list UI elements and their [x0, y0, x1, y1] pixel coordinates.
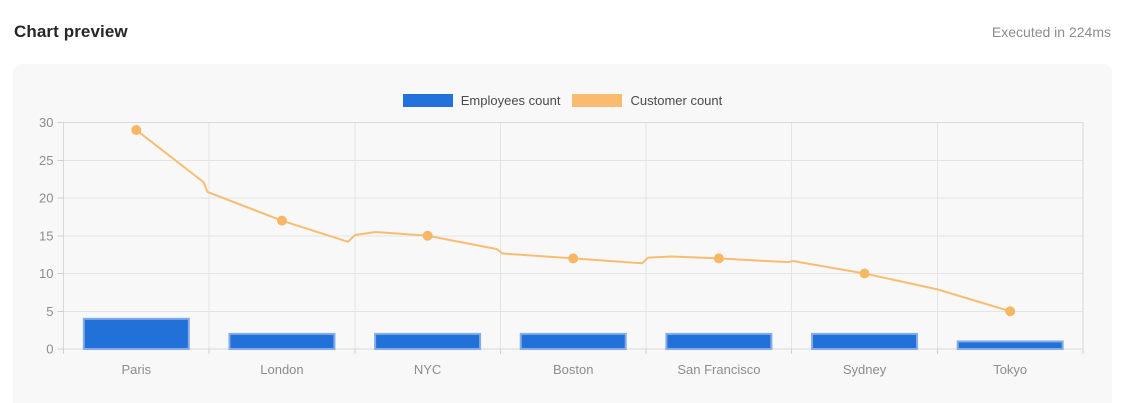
legend-item-customer-count[interactable]: Customer count [572, 93, 722, 108]
header: Chart preview Executed in 224ms [0, 0, 1125, 64]
bar-tokyo[interactable] [956, 340, 1064, 350]
legend-swatch-employees-icon [402, 94, 453, 107]
x-axis-label-tokyo: Tokyo [993, 362, 1027, 377]
x-axis-label-sydney: Sydney [843, 362, 887, 377]
bar-sydney[interactable] [811, 332, 919, 350]
chart-canvas: 0 5 10 15 20 25 30 Paris London NYC Boston San Fran… [39, 115, 1084, 377]
x-axis-label-paris: Paris [122, 362, 152, 377]
point-san-francisco[interactable] [713, 253, 724, 264]
y-axis-label: 20 [39, 191, 53, 206]
chart-preview-panel: Employees count Customer count 0 5 10 15 20 2… [13, 64, 1112, 403]
y-axis-label: 15 [39, 228, 53, 243]
y-axis-label: 30 [39, 115, 53, 130]
x-axis-label-san-francisco: San Francisco [677, 362, 760, 377]
bar-london[interactable] [228, 332, 336, 350]
bar-san-francisco[interactable] [665, 332, 773, 350]
point-boston[interactable] [568, 253, 579, 264]
y-axis-label: 10 [39, 266, 53, 281]
bar-boston[interactable] [519, 332, 627, 350]
point-nyc[interactable] [422, 230, 433, 241]
point-london[interactable] [276, 215, 287, 226]
y-axis-label: 25 [39, 153, 53, 168]
point-paris[interactable] [131, 125, 142, 136]
y-axis-label: 5 [46, 304, 53, 319]
legend-item-employees-count[interactable]: Employees count [402, 93, 561, 108]
legend-swatch-customer-icon [572, 94, 623, 107]
legend-label-customer: Customer count [630, 93, 723, 108]
y-axis-label: 0 [46, 342, 53, 357]
point-tokyo[interactable] [1005, 306, 1016, 317]
customer-count-line [135, 129, 1012, 313]
legend-label-employees: Employees count [460, 93, 561, 108]
x-axis-label-boston: Boston [553, 362, 593, 377]
x-axis-label-nyc: NYC [414, 362, 441, 377]
point-sydney[interactable] [859, 268, 870, 279]
page-title: Chart preview [14, 22, 128, 41]
execution-time-status: Executed in 224ms [991, 24, 1111, 40]
x-axis-label-london: London [260, 362, 303, 377]
bar-paris[interactable] [82, 317, 190, 351]
bar-nyc[interactable] [374, 332, 482, 350]
chart-legend: Employees count Customer count [13, 93, 1112, 108]
